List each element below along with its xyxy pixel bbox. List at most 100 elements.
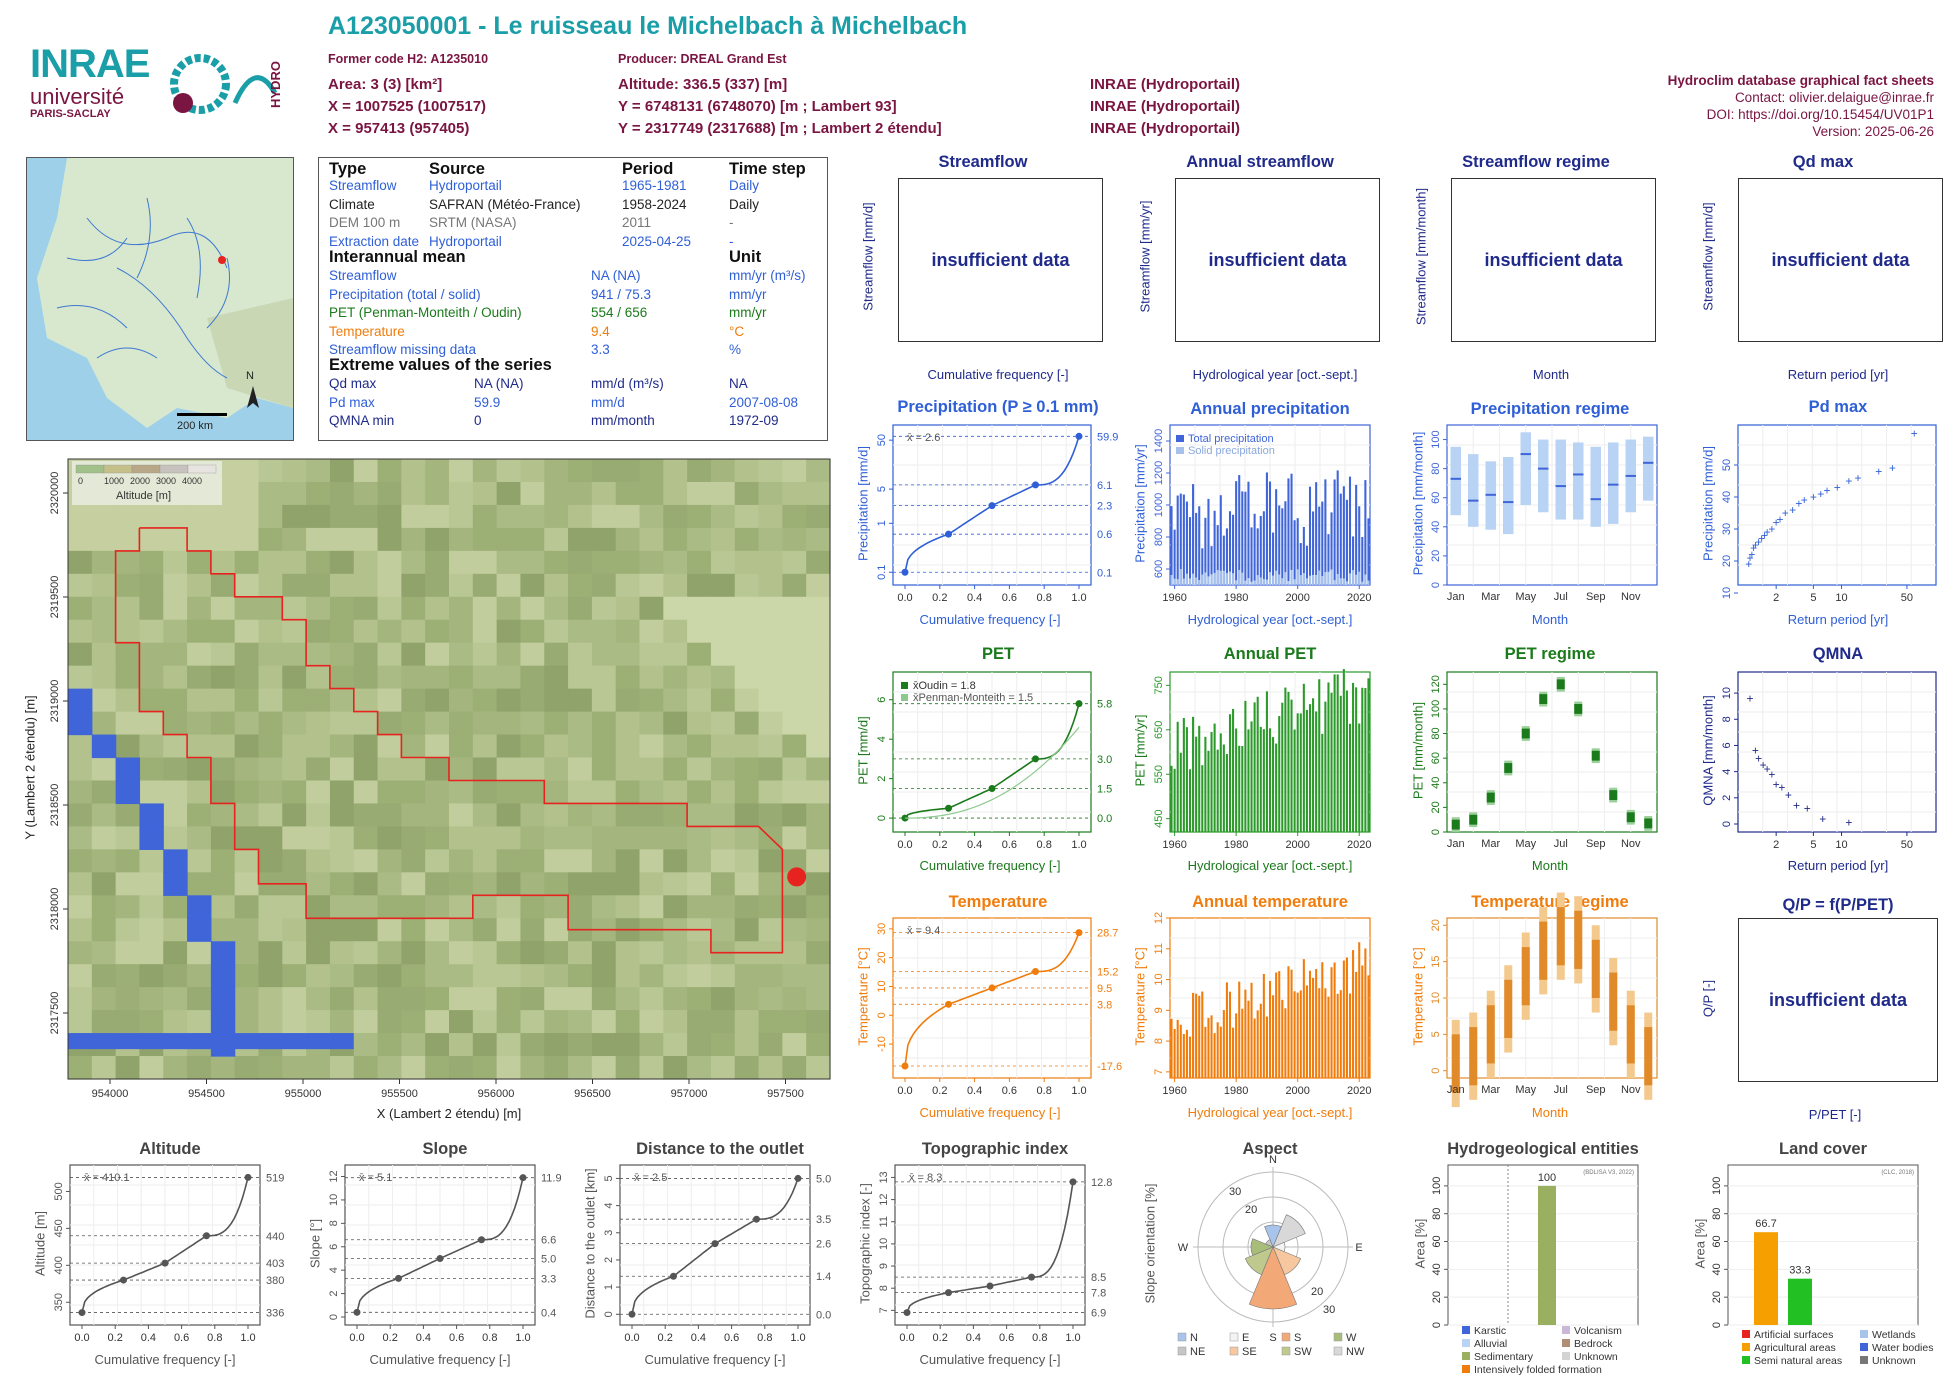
dem-cell xyxy=(687,596,712,621)
bar-value-label: 100 xyxy=(1538,1172,1556,1184)
dem-cell xyxy=(782,987,807,1011)
header-period: Period xyxy=(622,160,674,178)
month-box xyxy=(1556,676,1565,692)
outlet-marker xyxy=(787,867,807,887)
dem-cell xyxy=(377,849,402,873)
dem-cell xyxy=(115,665,141,690)
dem-cell xyxy=(615,780,641,805)
dem-cell xyxy=(115,918,141,942)
dem-cell xyxy=(401,941,426,965)
month-box xyxy=(1450,446,1461,516)
dem-cell xyxy=(449,803,474,828)
x-tick-label: 1.0 xyxy=(790,1332,805,1344)
dem-cell xyxy=(139,596,164,621)
dem-cell xyxy=(234,481,260,506)
extreme-value: NA (NA) xyxy=(474,376,524,391)
dem-cell xyxy=(472,527,498,552)
dem-cell xyxy=(163,987,188,1011)
dem-cell xyxy=(663,803,688,828)
dem-cell xyxy=(639,1010,664,1034)
dem-cell xyxy=(520,734,545,759)
dem-cell xyxy=(68,895,93,919)
bar-solid xyxy=(1225,573,1228,585)
bar-solid xyxy=(1216,570,1219,585)
info-source: SRTM (NASA) xyxy=(429,215,517,230)
dem-cell xyxy=(306,642,331,667)
dem-cell xyxy=(544,872,569,896)
dem-cell xyxy=(115,642,141,667)
dem-cell xyxy=(91,780,117,805)
river-cell xyxy=(68,688,93,713)
dem-cell xyxy=(139,504,164,529)
dem-cell xyxy=(520,803,545,828)
dem-cell xyxy=(472,803,498,828)
dem-cell xyxy=(520,619,545,644)
bar-solid xyxy=(1256,575,1259,585)
dem-cell xyxy=(306,964,331,988)
y-tick-label: 0.1 xyxy=(876,565,888,580)
dem-cell xyxy=(329,826,355,850)
right-value-label: 11.9 xyxy=(541,1173,562,1185)
dem-cell xyxy=(734,803,760,828)
y-tick-label: 5 xyxy=(876,486,888,492)
dem-cell xyxy=(115,849,141,873)
bar xyxy=(1336,674,1339,832)
dem-cell xyxy=(806,596,831,621)
legend-penman: x̄Penman-Monteith = 1.5 xyxy=(913,692,1033,704)
bar xyxy=(1352,682,1355,832)
dem-cell xyxy=(377,596,402,621)
bar xyxy=(1244,491,1247,585)
quantile-point xyxy=(1075,700,1083,708)
dem-cell xyxy=(782,1010,807,1034)
dem-cell xyxy=(425,941,450,965)
bar xyxy=(1204,736,1207,832)
quantile-point xyxy=(903,1309,911,1317)
dem-cell xyxy=(520,665,545,690)
dem-cell xyxy=(806,481,831,506)
bar xyxy=(1358,506,1361,585)
data-point: + xyxy=(1889,461,1896,475)
x-tick-label: 0.8 xyxy=(207,1332,222,1344)
y-tick-label: 80 xyxy=(1431,1208,1443,1220)
dem-cell xyxy=(187,527,212,552)
landcover-title: Land cover xyxy=(1778,1140,1868,1158)
right-value-label: 2.6 xyxy=(816,1239,831,1251)
dem-cell xyxy=(115,711,141,736)
dem-cell xyxy=(68,1056,93,1080)
dem-cell xyxy=(210,918,236,942)
dem-cell xyxy=(591,481,617,506)
info-type: DEM 100 m xyxy=(329,215,401,230)
y-tick-label: 80 xyxy=(1711,1208,1723,1220)
x-tick-label: 0.6 xyxy=(1002,592,1017,604)
legend-item: Sedimentary xyxy=(1474,1351,1534,1363)
bar xyxy=(1318,506,1321,585)
data-point: + xyxy=(1768,522,1775,536)
mean-label: x̄ = 2.6 xyxy=(907,432,940,444)
bar xyxy=(1364,948,1367,1078)
dem-cell xyxy=(234,665,260,690)
dem-cell xyxy=(687,941,712,965)
y-tick-label: 120 xyxy=(1430,675,1442,693)
y-tick-label: 20 xyxy=(876,952,888,964)
dem-cell xyxy=(282,826,307,850)
dem-cell xyxy=(258,918,283,942)
data-point: + xyxy=(1752,744,1759,758)
dem-cell xyxy=(401,1056,426,1080)
doi[interactable]: DOI: https://doi.org/10.15454/UV01P1 xyxy=(1706,107,1934,122)
month-box xyxy=(1485,461,1496,530)
dem-cell xyxy=(568,803,593,828)
dem-cell xyxy=(806,803,831,828)
y-tick-label: 10 xyxy=(878,1238,890,1250)
dem-cell xyxy=(306,1010,331,1034)
bar-solid xyxy=(1352,570,1355,585)
info-table: Type Source Period Time step Interannual… xyxy=(318,157,828,441)
dem-cell xyxy=(210,573,236,598)
dem-cell xyxy=(329,941,355,965)
legend-item: Agricultural areas xyxy=(1754,1342,1836,1354)
dem-cell xyxy=(806,941,831,965)
quantile-point xyxy=(711,1240,719,1248)
dem-cell xyxy=(496,826,522,850)
contact[interactable]: Contact: olivier.delaigue@inrae.fr xyxy=(1734,90,1934,105)
dem-cell xyxy=(449,504,474,529)
dem-cell xyxy=(329,665,355,690)
